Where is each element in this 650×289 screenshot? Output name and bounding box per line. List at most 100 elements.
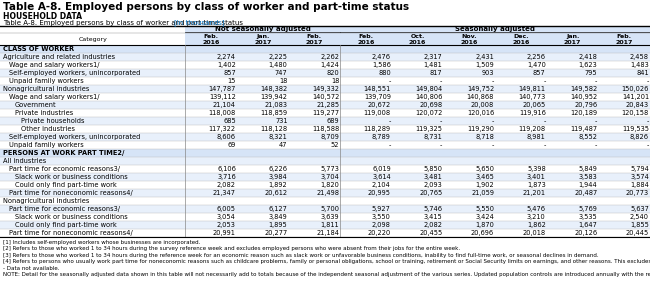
Text: Could only find part-time work: Could only find part-time work: [15, 182, 117, 188]
Text: 689: 689: [326, 118, 339, 124]
Bar: [0, 229, 650, 237]
Text: 8,731: 8,731: [424, 134, 443, 140]
Text: 118,008: 118,008: [209, 110, 236, 116]
Bar: [0, 117, 650, 125]
Text: 3,849: 3,849: [269, 214, 287, 220]
Text: Slack work or business conditions: Slack work or business conditions: [15, 174, 128, 180]
Text: 795: 795: [585, 70, 597, 76]
Text: 817: 817: [430, 70, 443, 76]
Text: 118,588: 118,588: [312, 126, 339, 132]
Text: 903: 903: [482, 70, 494, 76]
Text: Oct.: Oct.: [410, 34, 425, 39]
Text: 2016: 2016: [358, 40, 374, 45]
Text: -: -: [440, 142, 443, 148]
Text: [3] Refers to those who worked 1 to 34 hours during the reference week for an ec: [3] Refers to those who worked 1 to 34 h…: [3, 253, 599, 258]
Text: 2,225: 2,225: [268, 54, 287, 60]
Text: Part time for economic reasons3/: Part time for economic reasons3/: [9, 166, 120, 172]
Text: 5,849: 5,849: [578, 166, 597, 172]
Text: 3,424: 3,424: [475, 214, 494, 220]
Text: 1,870: 1,870: [475, 222, 494, 228]
Text: 21,201: 21,201: [523, 190, 546, 196]
Text: 820: 820: [326, 70, 339, 76]
Text: 118,289: 118,289: [364, 126, 391, 132]
Text: 1,892: 1,892: [269, 182, 287, 188]
Text: 1,873: 1,873: [527, 182, 546, 188]
Text: 140,773: 140,773: [519, 94, 546, 100]
Text: Could only find part-time work: Could only find part-time work: [15, 222, 117, 228]
Text: Feb.: Feb.: [359, 34, 374, 39]
Text: 8,789: 8,789: [372, 134, 391, 140]
Text: Government: Government: [15, 102, 57, 108]
Text: Nonagricultural industries: Nonagricultural industries: [3, 86, 90, 92]
Text: 5,794: 5,794: [630, 166, 649, 172]
Text: 119,535: 119,535: [622, 126, 649, 132]
Text: 5,773: 5,773: [320, 166, 339, 172]
Text: 5,637: 5,637: [630, 206, 649, 212]
Text: Nov.: Nov.: [462, 34, 477, 39]
Text: -: -: [543, 78, 546, 84]
Text: 21,285: 21,285: [316, 102, 339, 108]
Text: Unpaid family workers: Unpaid family workers: [9, 142, 84, 148]
Text: -: -: [647, 142, 649, 148]
Text: -: -: [595, 142, 597, 148]
Text: 2,104: 2,104: [372, 182, 391, 188]
Bar: [289, 33, 340, 45]
Text: 2,256: 2,256: [526, 54, 546, 60]
Bar: [0, 53, 650, 61]
Text: Not seasonally adjusted: Not seasonally adjusted: [214, 27, 311, 32]
Bar: [495, 33, 547, 45]
Text: Wage and salary workers1/: Wage and salary workers1/: [9, 94, 99, 100]
Text: [2] Refers to those who worked 1 to 34 hours during the survey reference week an: [2] Refers to those who worked 1 to 34 h…: [3, 246, 460, 251]
Text: 21,104: 21,104: [213, 102, 236, 108]
Bar: [0, 173, 650, 181]
Bar: [0, 93, 650, 101]
Text: 21,083: 21,083: [265, 102, 287, 108]
Text: 119,325: 119,325: [415, 126, 443, 132]
Text: 2,274: 2,274: [217, 54, 236, 60]
Text: 15: 15: [227, 78, 236, 84]
Text: -: -: [389, 78, 391, 84]
Text: Table A-8. Employed persons by class of worker and part-time status: Table A-8. Employed persons by class of …: [3, 3, 409, 12]
Text: 20,991: 20,991: [213, 230, 236, 236]
Text: 2,458: 2,458: [630, 54, 649, 60]
Bar: [0, 165, 650, 173]
Text: 2,540: 2,540: [630, 214, 649, 220]
Text: 1,481: 1,481: [424, 62, 443, 68]
Text: 5,850: 5,850: [423, 166, 443, 172]
Text: 1,895: 1,895: [269, 222, 287, 228]
Text: 18: 18: [331, 78, 339, 84]
Bar: [392, 33, 443, 45]
Text: 5,476: 5,476: [526, 206, 546, 212]
Text: 2,431: 2,431: [475, 54, 494, 60]
Text: 118,128: 118,128: [261, 126, 287, 132]
Text: 120,158: 120,158: [622, 110, 649, 116]
Text: 3,984: 3,984: [269, 174, 287, 180]
Text: 1,424: 1,424: [320, 62, 339, 68]
Text: 69: 69: [227, 142, 236, 148]
Text: 119,487: 119,487: [570, 126, 597, 132]
Text: 119,008: 119,008: [364, 110, 391, 116]
Text: Feb.: Feb.: [617, 34, 632, 39]
Text: 6,106: 6,106: [217, 166, 236, 172]
Bar: [0, 239, 650, 245]
Text: Nonagricultural industries: Nonagricultural industries: [3, 198, 90, 204]
Text: 6,226: 6,226: [268, 166, 287, 172]
Bar: [0, 33, 185, 45]
Text: 20,487: 20,487: [574, 190, 597, 196]
Text: 20,672: 20,672: [367, 102, 391, 108]
Bar: [0, 61, 650, 69]
Text: - Data not available.: - Data not available.: [3, 266, 60, 271]
Text: -: -: [595, 118, 597, 124]
Text: 2,262: 2,262: [320, 54, 339, 60]
Bar: [0, 149, 650, 157]
Text: 1,944: 1,944: [578, 182, 597, 188]
Text: 20,220: 20,220: [367, 230, 391, 236]
Text: -: -: [647, 118, 649, 124]
Text: 5,769: 5,769: [578, 206, 597, 212]
Text: 2,418: 2,418: [578, 54, 597, 60]
Text: 2017: 2017: [254, 40, 272, 45]
Text: 118,859: 118,859: [261, 110, 287, 116]
Text: 20,018: 20,018: [523, 230, 546, 236]
Text: 747: 747: [275, 70, 287, 76]
Text: 1,483: 1,483: [630, 62, 649, 68]
